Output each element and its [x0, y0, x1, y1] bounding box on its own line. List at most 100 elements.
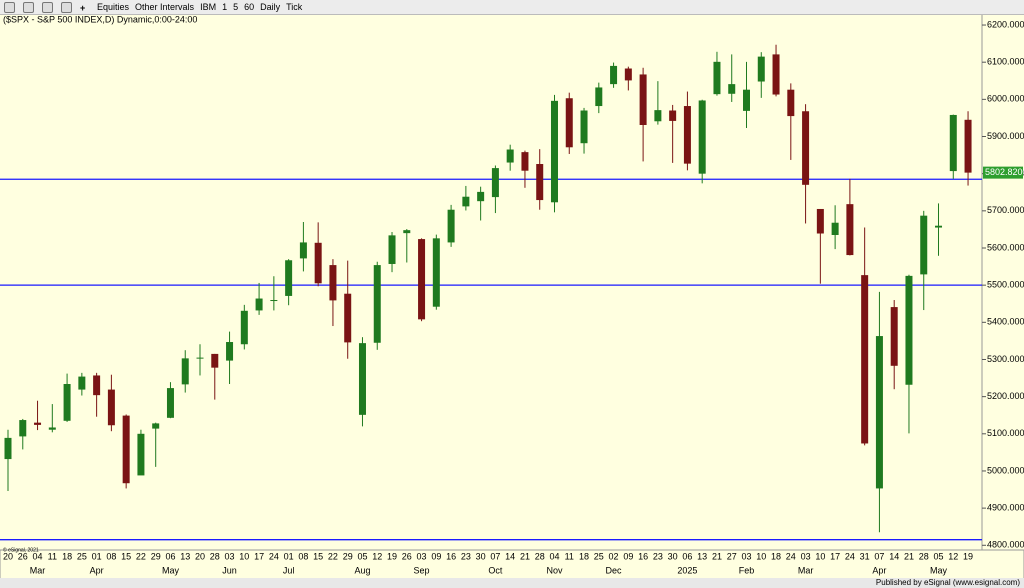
candle-body: [34, 422, 42, 425]
x-tick-label: 11: [48, 551, 57, 561]
toolbar-item[interactable]: 1: [222, 2, 228, 12]
candle-body: [787, 89, 795, 117]
plot-background: [0, 15, 1024, 588]
x-tick-label: 10: [756, 551, 766, 561]
candle-body: [270, 300, 278, 302]
month-label: Jun: [222, 565, 237, 575]
candle-body: [683, 106, 691, 164]
y-tick-label: 5900.0000: [987, 131, 1024, 141]
candle-body: [536, 164, 544, 201]
candle-body: [344, 293, 352, 343]
date-axis: [0, 549, 1024, 581]
candle-body: [964, 119, 972, 173]
x-tick-label: 23: [461, 551, 471, 561]
x-tick-label: 04: [33, 551, 43, 561]
candle-body: [565, 98, 573, 148]
x-tick-label: 29: [151, 551, 161, 561]
candle-body: [831, 222, 839, 235]
x-tick-label: 16: [638, 551, 648, 561]
icon[interactable]: [61, 1, 72, 13]
x-tick-label: 19: [387, 551, 397, 561]
candle-body: [403, 230, 411, 234]
candle-body: [137, 433, 145, 476]
x-tick-label: 14: [505, 551, 515, 561]
icon[interactable]: [42, 1, 53, 13]
chart-title: ($SPX - S&P 500 INDEX,D) Dynamic,0:00-24…: [3, 15, 197, 24]
month-label: Jul: [283, 565, 295, 575]
icon[interactable]: +: [80, 2, 86, 13]
candle-body: [373, 265, 381, 343]
x-tick-label: 08: [106, 551, 116, 561]
chart: ($SPX - S&P 500 INDEX,D) Dynamic,0:00-24…: [0, 15, 1024, 588]
x-tick-label: 20: [195, 551, 205, 561]
y-tick-label: 5100.0000: [987, 428, 1024, 438]
candle-body: [152, 423, 160, 429]
toolbar-item[interactable]: Daily: [260, 2, 281, 12]
x-tick-label: 28: [535, 551, 545, 561]
candle-body: [211, 353, 219, 368]
candle-body: [861, 275, 869, 444]
x-tick-label: 05: [357, 551, 367, 561]
candle-body: [226, 342, 234, 361]
x-tick-label: 17: [830, 551, 840, 561]
candle-body: [935, 225, 943, 228]
candle-body: [698, 100, 706, 174]
x-tick-label: 03: [741, 551, 751, 561]
x-tick-label: 13: [697, 551, 707, 561]
toolbar-item[interactable]: IBM: [200, 2, 217, 12]
candle-body: [181, 358, 189, 385]
month-label: Oct: [488, 565, 503, 575]
x-tick-label: 24: [786, 551, 796, 561]
candle-body: [816, 208, 824, 234]
candle-body: [107, 389, 115, 426]
last-price-label: 5802.8200: [985, 167, 1024, 177]
candle-body: [358, 343, 366, 415]
toolbar-item[interactable]: Equities: [97, 2, 130, 12]
candle-body: [772, 54, 780, 95]
candle-body: [462, 196, 470, 207]
month-label: Sep: [414, 565, 430, 575]
x-tick-label: 05: [934, 551, 944, 561]
x-tick-label: 03: [225, 551, 235, 561]
month-label: Aug: [354, 565, 370, 575]
toolbar-item[interactable]: 60: [244, 2, 255, 12]
x-tick-label: 17: [254, 551, 264, 561]
candle-body: [550, 100, 558, 203]
candle-body: [890, 307, 898, 366]
x-tick-label: 15: [313, 551, 323, 561]
month-label: Apr: [872, 565, 886, 575]
x-tick-label: 28: [919, 551, 929, 561]
x-tick-label: 29: [343, 551, 353, 561]
candle-body: [949, 114, 957, 172]
x-tick-label: 06: [165, 551, 175, 561]
x-tick-label: 18: [771, 551, 781, 561]
candle-body: [669, 110, 677, 121]
x-tick-label: 15: [121, 551, 131, 561]
x-tick-label: 12: [372, 551, 382, 561]
candle-body: [432, 238, 440, 307]
x-tick-label: 30: [668, 551, 678, 561]
candle-body: [122, 415, 130, 484]
x-tick-label: 07: [490, 551, 500, 561]
y-tick-label: 5000.0000: [987, 465, 1024, 475]
toolbar-item[interactable]: Tick: [286, 2, 303, 12]
icon[interactable]: [23, 1, 34, 13]
month-label: Feb: [739, 565, 755, 575]
candle-body: [580, 110, 588, 144]
y-tick-label: 4800.0000: [987, 540, 1024, 550]
toolbar-item[interactable]: 5: [233, 2, 239, 12]
icon[interactable]: [4, 1, 15, 13]
x-tick-label: 30: [476, 551, 486, 561]
x-tick-label: 06: [682, 551, 692, 561]
candle-body: [63, 384, 71, 421]
candle-body: [314, 242, 322, 284]
candle-body: [93, 375, 101, 396]
candle-body: [78, 376, 86, 390]
x-tick-label: 26: [402, 551, 412, 561]
month-label: Mar: [798, 565, 814, 575]
candle-body: [875, 336, 883, 489]
candle-body: [595, 87, 603, 107]
month-label: May: [930, 565, 948, 575]
toolbar-item[interactable]: Other Intervals: [135, 2, 195, 12]
